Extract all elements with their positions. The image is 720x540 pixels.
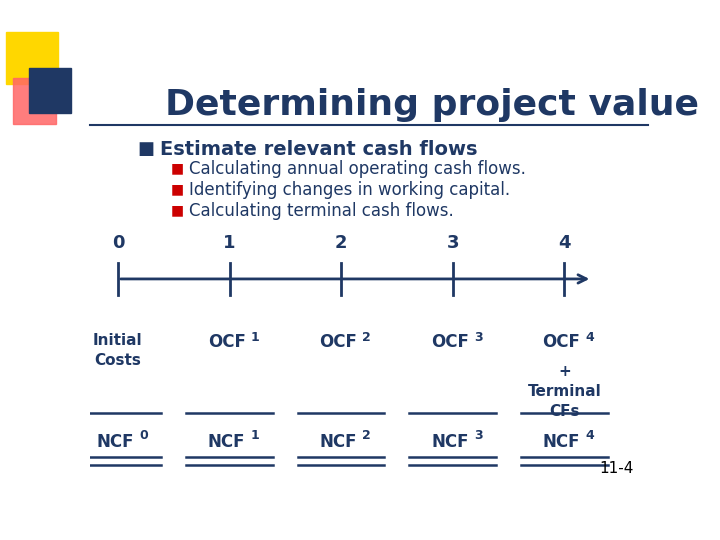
Text: 0: 0 <box>112 234 124 252</box>
Text: 0: 0 <box>139 429 148 442</box>
Text: ■: ■ <box>138 140 154 158</box>
Text: ■: ■ <box>171 203 184 217</box>
Text: OCF: OCF <box>543 333 580 351</box>
Text: ■: ■ <box>171 161 184 176</box>
Text: Identifying changes in working capital.: Identifying changes in working capital. <box>189 181 510 199</box>
Text: Estimate relevant cash flows: Estimate relevant cash flows <box>160 140 477 159</box>
Text: NCF: NCF <box>543 433 580 451</box>
Text: NCF: NCF <box>96 433 134 451</box>
Text: Determining project value: Determining project value <box>166 87 699 122</box>
Text: 4: 4 <box>558 234 570 252</box>
Text: OCF: OCF <box>431 333 469 351</box>
Text: 2: 2 <box>335 234 347 252</box>
Text: 2: 2 <box>362 429 371 442</box>
Text: NCF: NCF <box>320 433 357 451</box>
Text: 2: 2 <box>362 332 371 345</box>
Text: Initial
Costs: Initial Costs <box>93 333 143 368</box>
Text: ■: ■ <box>171 182 184 196</box>
Text: +
Terminal
CFs: + Terminal CFs <box>528 364 601 419</box>
Text: 4: 4 <box>585 429 594 442</box>
Text: Calculating terminal cash flows.: Calculating terminal cash flows. <box>189 202 454 220</box>
Text: 3: 3 <box>474 332 482 345</box>
Text: 4: 4 <box>585 332 594 345</box>
Text: 1: 1 <box>223 234 235 252</box>
Text: 1: 1 <box>251 332 259 345</box>
Text: 11-4: 11-4 <box>600 461 634 476</box>
Text: OCF: OCF <box>320 333 357 351</box>
Text: 1: 1 <box>251 429 259 442</box>
Text: NCF: NCF <box>208 433 246 451</box>
Text: 3: 3 <box>474 429 482 442</box>
Text: NCF: NCF <box>431 433 469 451</box>
Text: OCF: OCF <box>208 333 246 351</box>
Text: 3: 3 <box>446 234 459 252</box>
Text: Calculating annual operating cash flows.: Calculating annual operating cash flows. <box>189 160 526 178</box>
